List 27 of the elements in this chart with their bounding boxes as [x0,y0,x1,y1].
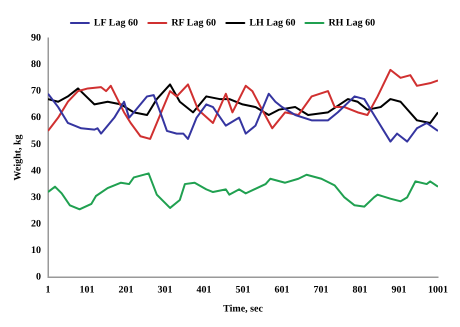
x-tick-label: 601 [274,284,290,296]
x-tick-label: 301 [158,284,172,296]
y-tick-label: 20 [31,218,41,230]
y-tick-label: 80 [31,59,41,70]
y-tick-label: 60 [31,112,41,124]
x-tick-label: 401 [196,284,212,296]
y-tick-label: 50 [31,138,41,150]
legend-label: RF Lag 60 [171,18,216,29]
x-tick-label: 1 [46,284,50,296]
y-tick-label: 30 [31,192,41,203]
x-tick-label: 701 [314,284,328,296]
x-tick-label: 501 [236,284,250,296]
legend-label: LF Lag 60 [94,18,138,29]
y-tick-label: 40 [31,165,41,176]
y-tick-label: 10 [31,245,41,256]
x-axis-title: Time, sec [223,304,264,315]
x-tick-label: 1001 [428,284,448,296]
legend-label: LH Lag 60 [249,18,296,29]
x-tick-label: 201 [118,284,134,296]
y-tick-label: 90 [31,32,41,44]
legend-label: RH Lag 60 [328,18,376,29]
x-tick-label: 101 [80,284,94,296]
y-tick-label: 70 [31,86,41,97]
y-axis-title: Weight, kg [12,134,24,181]
y-tick-label: 0 [36,272,41,283]
x-tick-label: 901 [392,284,406,296]
x-tick-label: 801 [352,284,368,296]
